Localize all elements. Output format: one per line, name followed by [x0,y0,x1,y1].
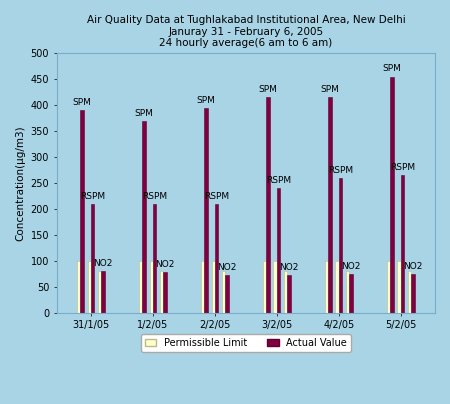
Bar [346,271,350,313]
Text: SPM: SPM [197,95,216,105]
Bar [339,178,342,313]
Bar [81,110,84,313]
Text: RSPM: RSPM [80,191,105,200]
Bar [336,261,339,313]
Bar [328,97,332,313]
Text: NO2: NO2 [279,263,299,272]
Text: RSPM: RSPM [328,166,353,175]
Text: NO2: NO2 [155,260,175,269]
Bar [277,188,280,313]
Bar [160,271,163,313]
Bar [288,275,291,313]
Text: RSPM: RSPM [390,163,415,172]
Text: RSPM: RSPM [142,191,167,200]
Text: SPM: SPM [382,64,401,74]
Bar [408,271,411,313]
Text: NO2: NO2 [342,262,361,271]
Bar [215,204,218,313]
Text: SPM: SPM [321,85,339,94]
Bar [142,121,146,313]
Bar [411,274,415,313]
Bar [387,261,390,313]
Bar [397,261,401,313]
Bar [101,271,105,313]
Bar [163,272,167,313]
Bar [149,261,153,313]
Bar [222,271,225,313]
Bar [266,97,270,313]
Bar [77,261,81,313]
Legend: Permissible Limit, Actual Value: Permissible Limit, Actual Value [141,334,351,352]
Y-axis label: Concentration(μg/m3): Concentration(μg/m3) [15,125,25,241]
Text: SPM: SPM [72,98,91,107]
Bar [98,271,101,313]
Bar [274,261,277,313]
Bar [201,261,204,313]
Text: NO2: NO2 [404,262,423,271]
Bar [153,204,156,313]
Bar [263,261,266,313]
Bar [390,76,394,313]
Text: RSPM: RSPM [204,191,229,200]
Text: SPM: SPM [259,85,278,94]
Text: NO2: NO2 [94,259,113,268]
Title: Air Quality Data at Tughlakabad Institutional Area, New Delhi
Januray 31 - Febru: Air Quality Data at Tughlakabad Institut… [86,15,405,48]
Text: RSPM: RSPM [266,176,291,185]
Bar [87,261,91,313]
Bar [284,271,288,313]
Text: SPM: SPM [135,109,153,118]
Bar [225,275,229,313]
Bar [325,261,328,313]
Bar [139,261,142,313]
Text: NO2: NO2 [217,263,237,272]
Bar [212,261,215,313]
Bar [204,107,208,313]
Bar [91,204,94,313]
Bar [350,274,353,313]
Bar [401,175,404,313]
